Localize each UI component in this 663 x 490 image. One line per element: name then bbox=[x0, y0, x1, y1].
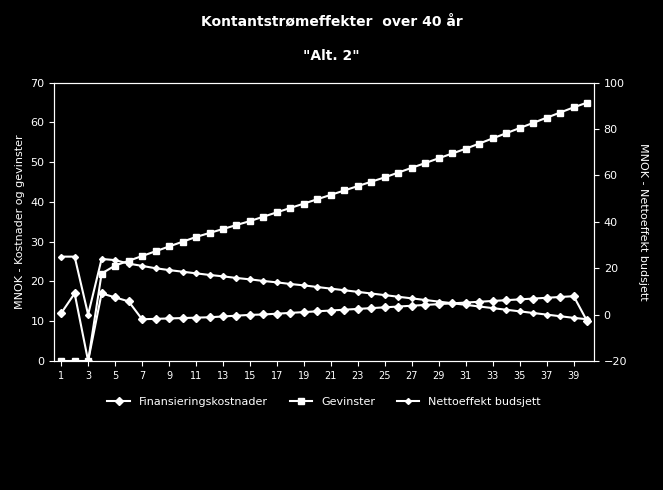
Y-axis label: MNOK - Nettoeffekt budsjett: MNOK - Nettoeffekt budsjett bbox=[638, 143, 648, 301]
Text: Kontantstrømeffekter  over 40 år: Kontantstrømeffekter over 40 år bbox=[201, 15, 462, 29]
Text: "Alt. 2": "Alt. 2" bbox=[303, 49, 360, 63]
Legend: Finansieringskostnader, Gevinster, Nettoeffekt budsjett: Finansieringskostnader, Gevinster, Netto… bbox=[103, 392, 546, 411]
Y-axis label: MNOK - Kostnader og gevinster: MNOK - Kostnader og gevinster bbox=[15, 135, 25, 309]
